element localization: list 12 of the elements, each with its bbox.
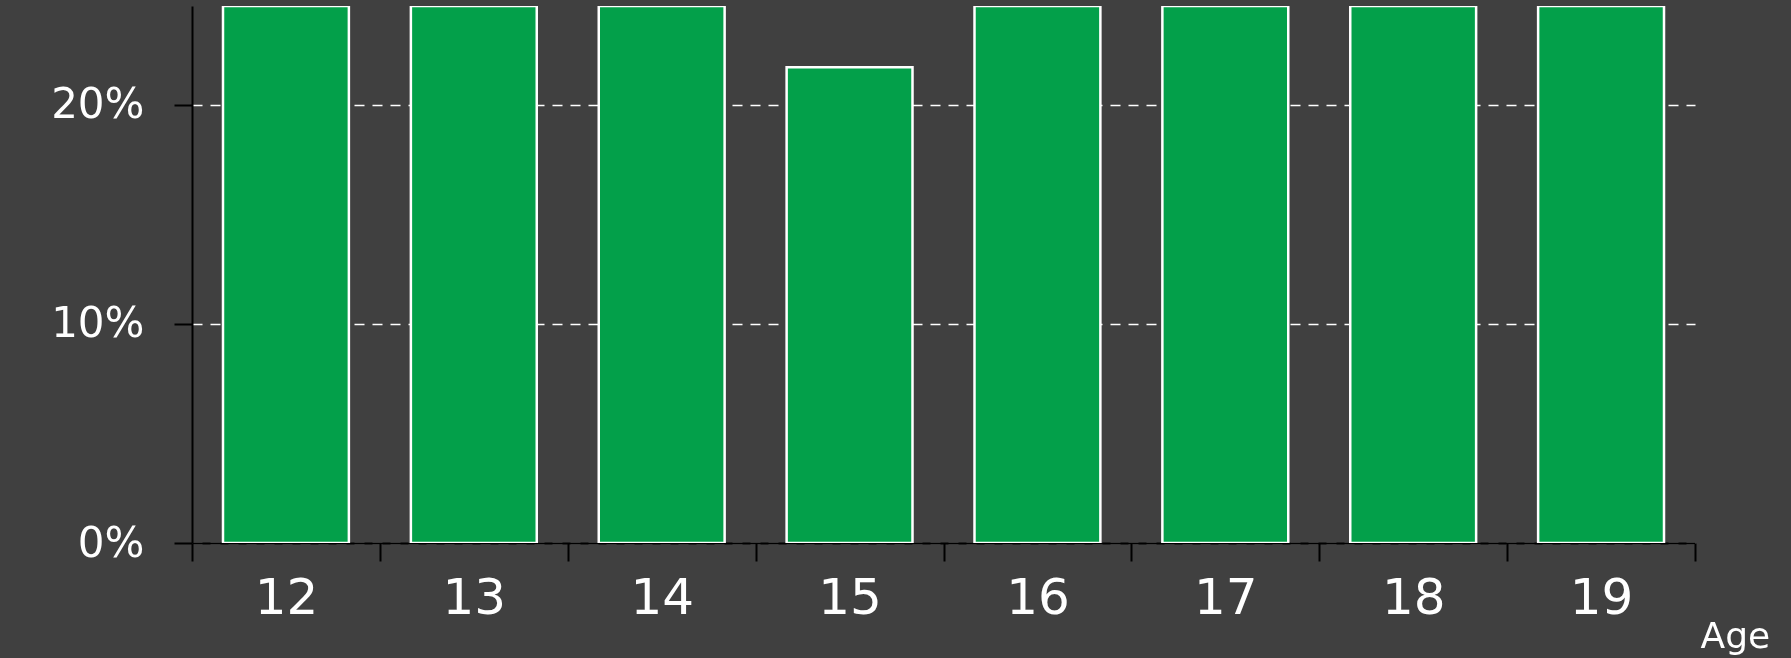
x-tick-label: 12 — [254, 567, 319, 626]
x-tick-label: 17 — [1194, 567, 1258, 626]
x-tick-label: 18 — [1381, 567, 1446, 626]
y-tick-label: 20% — [51, 79, 145, 129]
x-tick-label: 15 — [818, 567, 882, 626]
x-tick-label: 14 — [630, 567, 694, 626]
x-axis-title: Age — [1700, 614, 1771, 656]
x-tick-label: 16 — [1006, 567, 1070, 626]
y-tick-label: 0% — [77, 517, 145, 567]
x-tick-label: 13 — [442, 567, 507, 626]
y-tick-label: 10% — [51, 298, 145, 348]
x-tick-label: 19 — [1569, 567, 1634, 626]
